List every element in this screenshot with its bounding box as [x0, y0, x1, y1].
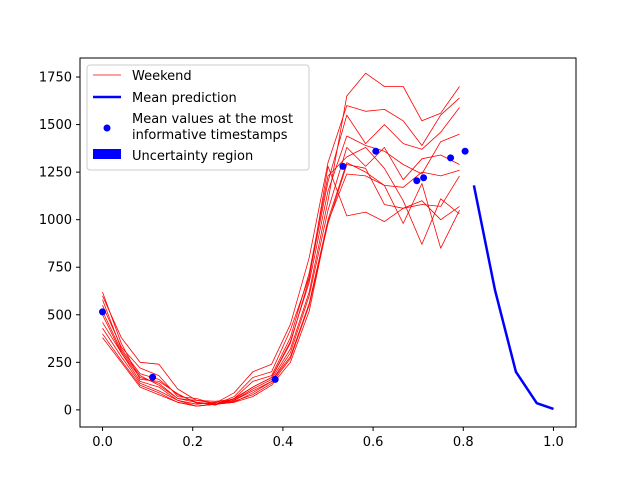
axes-layer: 0.0 0.2 0.4 0.6 0.8 1.0 0 250 500 750 1000 1250 1500… — [39, 71, 564, 450]
y-tick-label: 750 — [47, 261, 72, 276]
informative-point-7 — [420, 174, 428, 182]
y-tick-label: 1500 — [39, 118, 72, 133]
weekend-series-line-6 — [102, 162, 460, 407]
informative-point-6 — [413, 177, 421, 185]
y-tick-label: 0 — [64, 403, 72, 418]
weekend-series-line-3 — [102, 107, 460, 405]
weekend-series-line-2 — [102, 97, 460, 404]
weekend-series-line-8 — [102, 173, 460, 407]
legend-label-mean-prediction: Mean prediction — [132, 91, 237, 106]
weekend-series-line-5 — [102, 146, 460, 405]
x-tick-label: 0.0 — [92, 435, 113, 450]
informative-point-3 — [271, 375, 279, 383]
weekend-series-line-1 — [102, 72, 460, 405]
x-tick-label: 0.2 — [182, 435, 203, 450]
y-tick-label: 500 — [47, 308, 72, 323]
legend-label-points-line1: Mean values at the most — [132, 112, 293, 127]
informative-point-1 — [99, 308, 106, 316]
x-tick-label: 0.6 — [363, 435, 384, 450]
mean-prediction-line — [472, 185, 554, 411]
legend-swatch-uncertainty — [93, 149, 121, 159]
legend-label-uncertainty: Uncertainty region — [132, 149, 253, 164]
y-tick-label: 1250 — [39, 166, 72, 181]
y-tick-label: 250 — [47, 356, 72, 371]
x-tick-label: 1.0 — [543, 435, 564, 450]
weekend-series-line-10 — [102, 165, 460, 402]
informative-point-4 — [339, 162, 347, 170]
informative-point-2 — [149, 373, 157, 381]
informative-point-9 — [461, 147, 469, 155]
legend-label-weekend: Weekend — [132, 69, 192, 84]
informative-point-8 — [447, 154, 455, 162]
legend-swatch-points — [103, 124, 111, 132]
x-tick-label: 0.8 — [453, 435, 474, 450]
legend-label-points-line2: informative timestamps — [132, 128, 288, 143]
weekend-series-line-7 — [102, 164, 460, 407]
weekend-series-line-4 — [102, 133, 460, 406]
legend-box — [86, 64, 310, 171]
informative-point-5 — [372, 147, 380, 155]
y-tick-label: 1000 — [39, 213, 72, 228]
y-tick-label: 1750 — [39, 71, 72, 86]
plot-frame — [79, 57, 577, 428]
weekend-series-line-9 — [102, 146, 460, 405]
legend: Weekend Mean prediction Mean values at t… — [86, 64, 310, 171]
series-layer — [99, 72, 554, 411]
x-tick-label: 0.4 — [273, 435, 294, 450]
